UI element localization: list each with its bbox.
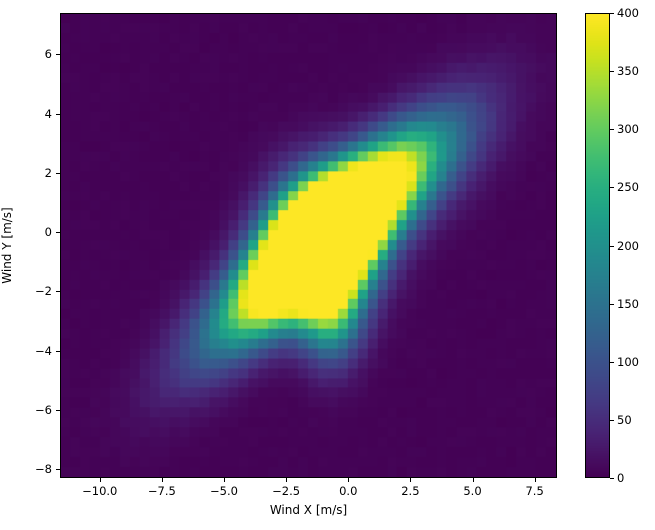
y-tick-mark	[56, 54, 60, 56]
y-tick-mark	[56, 409, 60, 411]
y-tick-label: −6	[35, 402, 52, 417]
x-tick-mark	[99, 478, 101, 482]
x-tick-mark	[410, 478, 412, 482]
y-tick-mark	[56, 232, 60, 234]
x-tick-label: 7.5	[525, 484, 544, 498]
x-tick-label: −10.0	[82, 484, 118, 498]
x-tick-label: 2.5	[401, 484, 420, 498]
x-tick-label: −2.5	[272, 484, 301, 498]
colorbar-tick-label: 100	[617, 354, 639, 369]
x-axis-label: Wind X [m/s]	[269, 503, 348, 517]
y-tick-mark	[56, 291, 60, 293]
colorbar-tick-mark	[610, 419, 614, 421]
colorbar-tick-mark	[610, 71, 614, 73]
x-tick-mark	[472, 478, 474, 482]
colorbar[interactable]	[585, 13, 610, 478]
x-tick-label: 0.0	[339, 484, 358, 498]
y-tick-label: −2	[35, 284, 52, 299]
colorbar-tick-mark	[610, 245, 614, 247]
colorbar-tick-mark	[610, 478, 614, 479]
y-tick-label: 0	[44, 225, 52, 240]
colorbar-tick-label: 0	[617, 471, 625, 485]
x-tick-mark	[534, 478, 536, 482]
colorbar-tick-label: 150	[617, 296, 639, 311]
x-tick-mark	[348, 478, 350, 482]
colorbar-tick-mark	[610, 13, 614, 14]
x-tick-mark	[286, 478, 288, 482]
colorbar-tick-mark	[610, 303, 614, 305]
x-tick-label: 5.0	[463, 484, 482, 498]
y-tick-label: 6	[44, 47, 52, 62]
colorbar-gradient	[586, 14, 609, 477]
colorbar-tick-label: 250	[617, 180, 639, 195]
x-tick-mark	[224, 478, 225, 482]
colorbar-tick-label: 50	[617, 412, 632, 427]
y-axis-label: Wind Y [m/s]	[0, 207, 14, 284]
colorbar-tick-label: 350	[617, 64, 639, 79]
x-tick-label: −7.5	[147, 484, 176, 498]
y-tick-mark	[56, 350, 60, 352]
y-tick-mark	[56, 172, 60, 174]
colorbar-tick-mark	[610, 361, 614, 363]
colorbar-tick-label: 300	[617, 122, 639, 137]
y-tick-label: 2	[44, 165, 52, 180]
colorbar-tick-label: 400	[617, 6, 639, 20]
colorbar-tick-mark	[610, 187, 614, 189]
y-tick-mark	[56, 113, 60, 115]
y-tick-label: 4	[44, 106, 52, 121]
y-tick-mark	[56, 469, 60, 471]
y-tick-label: −4	[35, 343, 52, 358]
colorbar-tick-label: 200	[617, 238, 639, 253]
x-tick-label: −5.0	[210, 484, 238, 498]
y-tick-label: −8	[35, 462, 52, 477]
heatmap-axes[interactable]	[60, 13, 557, 478]
x-tick-mark	[161, 478, 163, 482]
heatmap-image	[61, 14, 556, 477]
colorbar-tick-mark	[610, 129, 614, 131]
